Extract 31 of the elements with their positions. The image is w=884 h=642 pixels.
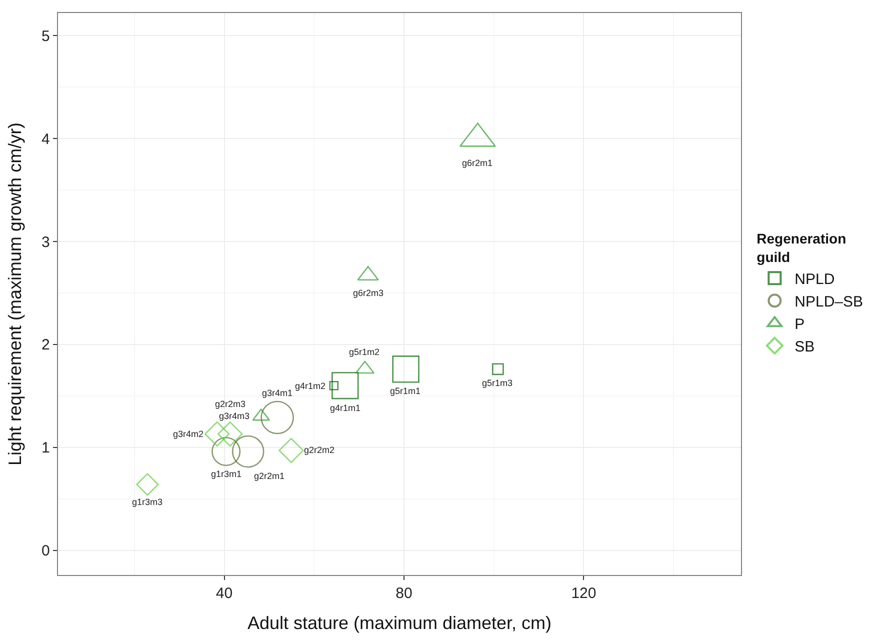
y-axis-title: Light requirement (maximum growth cm/yr) bbox=[4, 122, 25, 466]
x-axis-title: Adult stature (maximum diameter, cm) bbox=[247, 613, 552, 634]
annotation: g4r1m1 bbox=[330, 403, 361, 413]
legend-label: NPLD–SB bbox=[794, 294, 864, 310]
x-tick-label: 120 bbox=[571, 585, 596, 602]
x-tick-label: 40 bbox=[216, 585, 233, 602]
y-tick-label: 0 bbox=[42, 542, 50, 560]
y-tick-label: 2 bbox=[42, 336, 50, 354]
legend-label: SB bbox=[794, 338, 815, 356]
annotation: g3r4m3 bbox=[219, 411, 250, 421]
legend-label: P bbox=[794, 316, 805, 333]
y-tick-label: 3 bbox=[42, 234, 50, 251]
x-tick-label: 80 bbox=[396, 585, 412, 602]
y-tick-label: 1 bbox=[42, 440, 50, 457]
annotation: g3r4m1 bbox=[262, 388, 293, 398]
annotation: g2r2m3 bbox=[215, 399, 246, 409]
annotation: g2r2m2 bbox=[304, 445, 335, 455]
annotation: g5r1m1 bbox=[390, 386, 421, 396]
annotation: g6r2m3 bbox=[353, 288, 384, 298]
annotation: g1r3m1 bbox=[211, 469, 242, 479]
annotation: g2r2m1 bbox=[254, 471, 285, 481]
annotation: g5r1m2 bbox=[349, 347, 380, 357]
annotation: g6r2m1 bbox=[462, 158, 493, 168]
y-tick-label: 5 bbox=[42, 28, 50, 45]
legend-label: NPLD bbox=[794, 271, 835, 288]
legend-title: Regeneration guild bbox=[756, 230, 846, 265]
annotation: g5r1m3 bbox=[482, 378, 513, 388]
annotation: g1r3m3 bbox=[132, 497, 163, 507]
annotation: g3r4m2 bbox=[173, 429, 204, 439]
annotation: g4r1m2 bbox=[295, 381, 326, 391]
y-tick-label: 4 bbox=[42, 130, 50, 148]
